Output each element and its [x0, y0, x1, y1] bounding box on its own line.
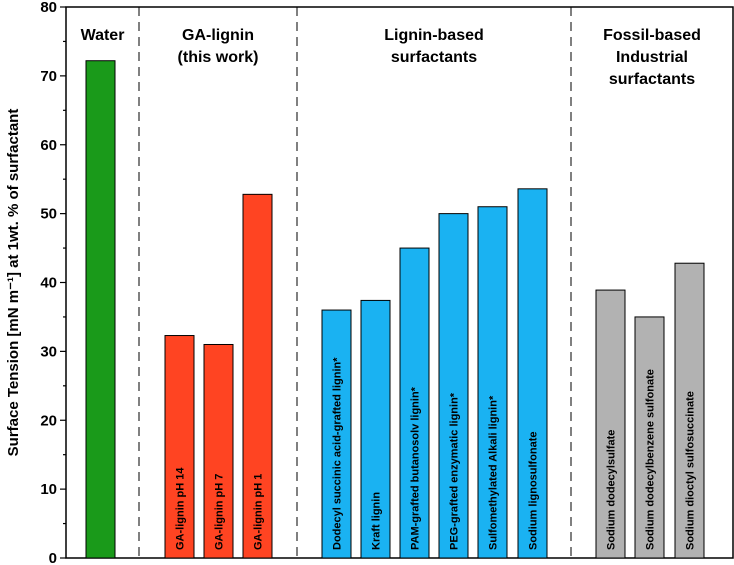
bar-label: Kraft lignin [371, 492, 383, 550]
bar-label: Sodium lignosulfonate [528, 431, 540, 550]
bar-label: GA-lignin pH 1 [253, 474, 265, 550]
group-header: surfactants [609, 71, 695, 88]
bar-label: GA-lignin pH 7 [214, 474, 226, 550]
y-tick-label: 80 [40, 0, 57, 16]
bar-label: Sodium dioctyl sulfosuccinate [685, 391, 697, 550]
group-header: GA-lignin [182, 27, 254, 44]
bar [242, 193, 273, 559]
y-tick-label: 40 [40, 275, 57, 292]
bar-label: Sodium dodecylsulfate [606, 430, 618, 550]
group-header: Lignin-based [384, 27, 484, 44]
bar-label: Dodecyl succinic acid-grafted lignin* [332, 357, 344, 550]
bar [477, 206, 508, 559]
group-header: surfactants [391, 49, 477, 66]
y-tick-label: 70 [40, 68, 57, 85]
bar [634, 316, 665, 559]
bar-label: PEG-grafted enzymatic lignin* [449, 392, 461, 550]
bar [517, 188, 548, 559]
bar [203, 343, 234, 559]
bar [674, 262, 705, 559]
y-tick-label: 20 [40, 412, 57, 429]
bar [360, 299, 391, 559]
y-tick-label: 10 [40, 481, 57, 498]
bar [85, 60, 116, 559]
bar [399, 247, 430, 559]
y-axis-label: Surface Tension [mN m⁻¹] at 1wt. % of su… [5, 109, 22, 457]
group-header: Water [81, 27, 125, 44]
bar-label: Sodium dodecylbenzene sulfonate [645, 369, 657, 550]
y-tick-label: 50 [40, 206, 57, 223]
y-tick-label: 60 [40, 137, 57, 154]
plot-area: 0 10 20 30 40 50 60 70 80 Surface Tension [mN m⁻¹… [5, 0, 734, 565]
group-header: Industrial [616, 49, 688, 66]
bar [595, 289, 626, 559]
y-tick-label: 30 [40, 343, 57, 360]
bar [321, 309, 352, 559]
bar-label: GA-lignin pH 14 [175, 467, 187, 550]
y-tick-label: 0 [49, 550, 57, 565]
bar-label: Sulfomethylated Alkali lignin* [488, 395, 500, 550]
group-header: (this work) [178, 49, 259, 66]
bar [438, 213, 469, 559]
bar [164, 335, 195, 559]
bar-label: PAM-grafted butanosolv lignin* [410, 386, 422, 550]
group-header: Fossil-based [603, 27, 701, 44]
